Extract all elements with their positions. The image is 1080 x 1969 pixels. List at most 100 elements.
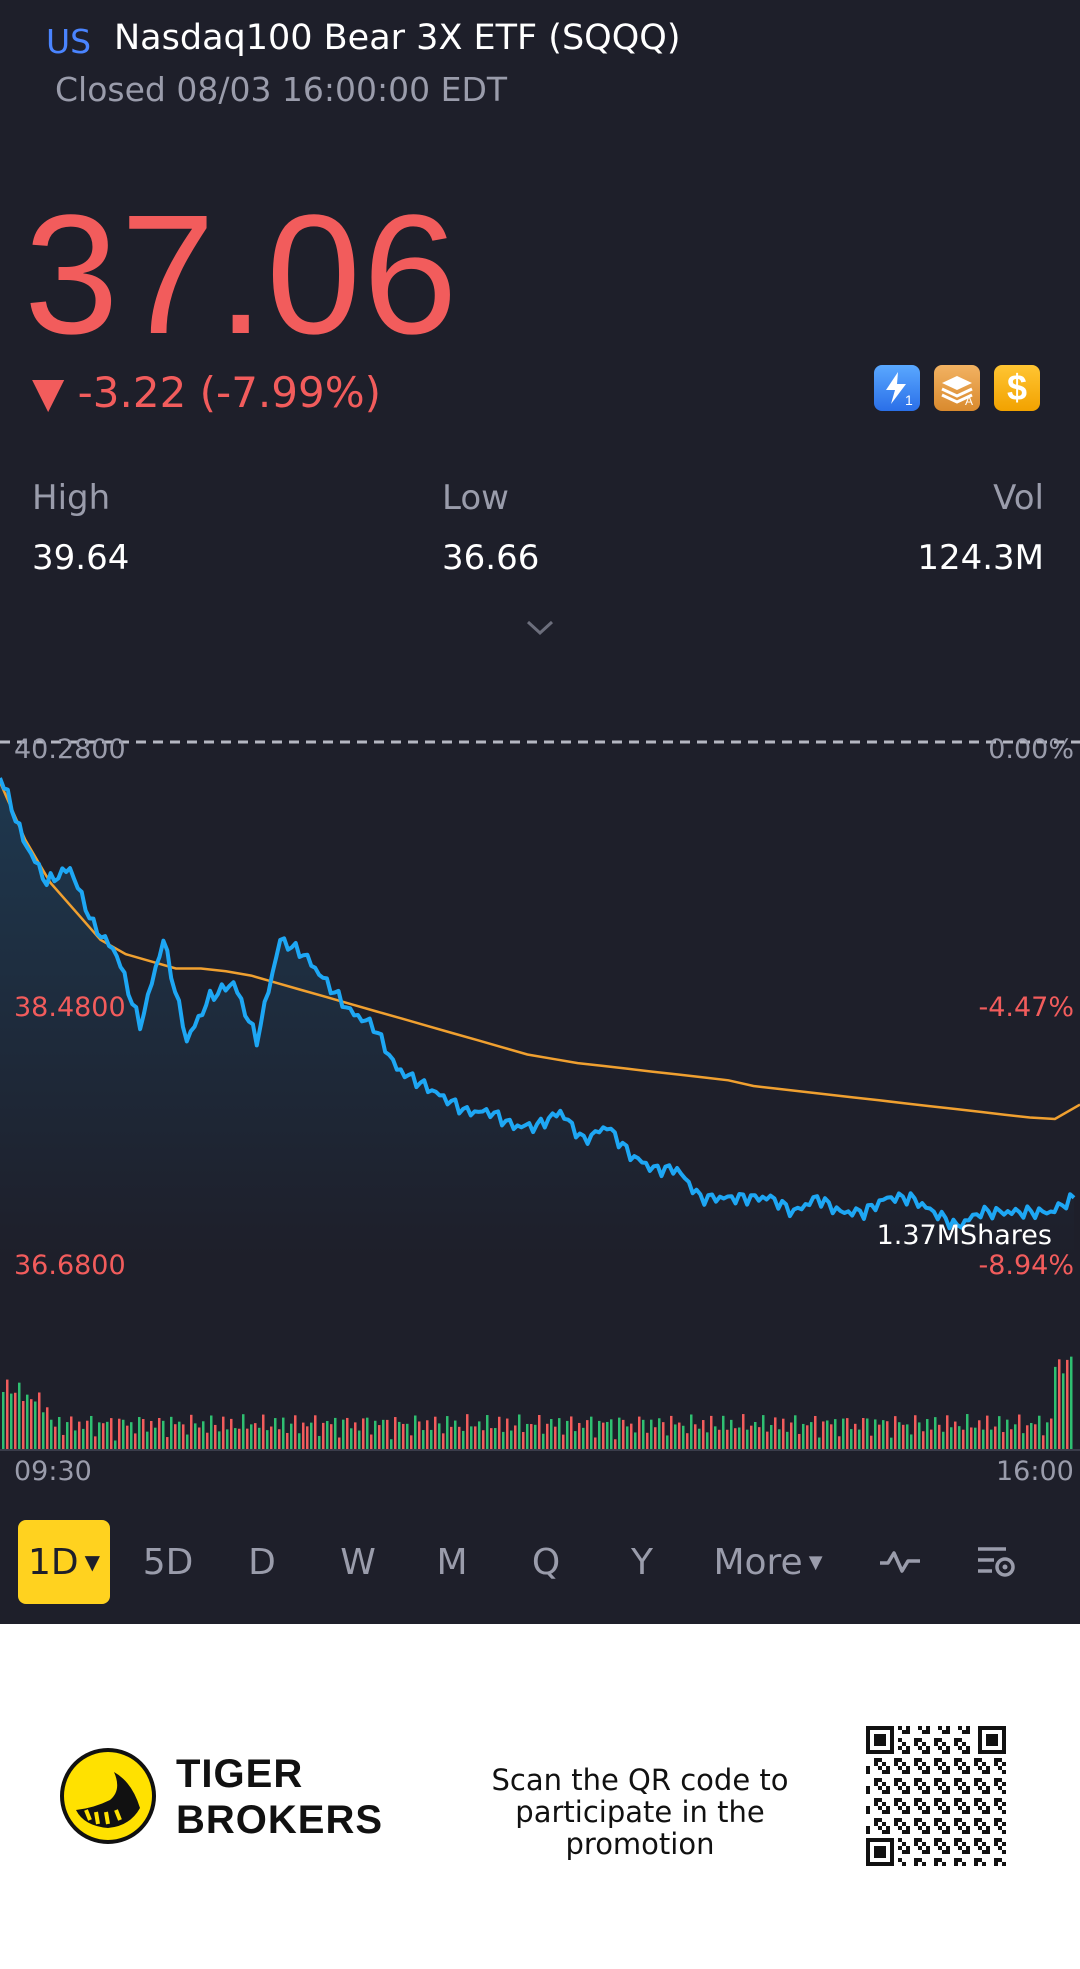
- tab-1d[interactable]: 1D ▼: [18, 1520, 110, 1604]
- volume-bar: [50, 1419, 53, 1450]
- qr-module: [918, 1826, 922, 1830]
- qr-finder: [874, 1734, 886, 1746]
- volume-bar: [670, 1415, 673, 1450]
- volume-bar: [942, 1431, 945, 1450]
- qr-module: [946, 1790, 950, 1794]
- volume-bar: [582, 1427, 585, 1450]
- qr-module: [914, 1842, 918, 1846]
- qr-module: [954, 1822, 958, 1826]
- volume-bar: [490, 1428, 493, 1450]
- lightning-level1-icon[interactable]: 1: [874, 365, 920, 411]
- dollar-icon[interactable]: $: [994, 365, 1040, 411]
- low-label: Low: [442, 478, 509, 518]
- qr-module: [954, 1838, 958, 1842]
- qr-module: [906, 1750, 910, 1754]
- volume-bars: [2, 1356, 1073, 1450]
- volume-bar: [374, 1420, 377, 1450]
- qr-module: [902, 1810, 906, 1814]
- volume-bar: [826, 1420, 829, 1450]
- volume-bar: [178, 1421, 181, 1450]
- volume-bar: [126, 1425, 129, 1450]
- tab-y[interactable]: Y: [631, 1541, 653, 1583]
- qr-module: [898, 1746, 902, 1750]
- indicator-icon[interactable]: [868, 1520, 932, 1604]
- volume-bar: [686, 1433, 689, 1450]
- volume-bar: [722, 1415, 725, 1450]
- tab-5d[interactable]: 5D: [142, 1541, 194, 1583]
- volume-bar: [702, 1420, 705, 1450]
- qr-module: [906, 1810, 910, 1814]
- qr-module: [966, 1826, 970, 1830]
- volume-bar: [10, 1393, 13, 1450]
- qr-module: [1002, 1802, 1006, 1806]
- qr-module: [994, 1858, 998, 1862]
- volume-bar: [98, 1422, 101, 1450]
- qr-module: [866, 1810, 870, 1814]
- chevron-down-icon[interactable]: [520, 616, 560, 644]
- tab-more[interactable]: More ▼: [700, 1520, 836, 1604]
- qr-module: [906, 1826, 910, 1830]
- volume-bar: [278, 1429, 281, 1450]
- volume-bar: [294, 1415, 297, 1450]
- volume-bar: [310, 1422, 313, 1450]
- qr-module: [946, 1766, 950, 1770]
- qr-module: [918, 1786, 922, 1790]
- qr-module: [874, 1778, 878, 1782]
- volume-bar: [502, 1431, 505, 1450]
- qr-module: [986, 1846, 990, 1850]
- qr-module: [946, 1850, 950, 1854]
- qr-module: [982, 1790, 986, 1794]
- volume-bar: [774, 1417, 777, 1450]
- qr-module: [966, 1786, 970, 1790]
- tab-q[interactable]: Q: [531, 1541, 561, 1583]
- qr-module: [974, 1822, 978, 1826]
- volume-bar: [786, 1431, 789, 1450]
- volume-bar: [730, 1419, 733, 1450]
- qr-module: [874, 1822, 878, 1826]
- qr-module: [898, 1806, 902, 1810]
- qr-module: [998, 1826, 1002, 1830]
- volume-bar: [378, 1425, 381, 1450]
- qr-module: [942, 1862, 946, 1866]
- qr-module: [974, 1818, 978, 1822]
- qr-module: [886, 1806, 890, 1810]
- qr-code[interactable]: [862, 1722, 1010, 1870]
- volume-bar: [858, 1429, 861, 1450]
- qr-module: [966, 1850, 970, 1854]
- volume-bar: [354, 1422, 357, 1450]
- volume-bar: [1038, 1415, 1041, 1450]
- qr-module: [926, 1786, 930, 1790]
- tab-more-label: More: [713, 1541, 803, 1583]
- qr-module: [886, 1770, 890, 1774]
- qr-module: [914, 1802, 918, 1806]
- qr-module: [946, 1730, 950, 1734]
- tab-d[interactable]: D: [248, 1541, 276, 1583]
- stack-a-icon[interactable]: A: [934, 365, 980, 411]
- tab-w[interactable]: W: [340, 1541, 376, 1583]
- volume-bar: [62, 1434, 65, 1450]
- promo-line1: Scan the QR code to: [491, 1763, 789, 1797]
- volume-bar: [1066, 1359, 1069, 1450]
- qr-module: [962, 1782, 966, 1786]
- tab-m[interactable]: M: [436, 1541, 468, 1583]
- qr-module: [962, 1802, 966, 1806]
- volume-bar: [966, 1414, 969, 1450]
- volume-bar: [798, 1433, 801, 1450]
- volume-bar: [1026, 1425, 1029, 1450]
- svg-text:A: A: [965, 394, 973, 407]
- volume-bar: [454, 1420, 457, 1450]
- qr-module: [902, 1830, 906, 1834]
- volume-bar: [266, 1430, 269, 1450]
- volume-bar: [954, 1421, 957, 1450]
- qr-module: [966, 1770, 970, 1774]
- volume-bar: [946, 1415, 949, 1450]
- chart-settings-icon[interactable]: [964, 1520, 1028, 1604]
- qr-module: [974, 1798, 978, 1802]
- volume-bar: [334, 1417, 337, 1450]
- qr-module: [902, 1842, 906, 1846]
- qr-module: [962, 1850, 966, 1854]
- qr-module: [978, 1798, 982, 1802]
- qr-module: [922, 1842, 926, 1846]
- intraday-chart[interactable]: 40.2800 38.4800 36.6800 0.00% -4.47% -8.…: [0, 700, 1080, 1460]
- volume-bar: [982, 1429, 985, 1450]
